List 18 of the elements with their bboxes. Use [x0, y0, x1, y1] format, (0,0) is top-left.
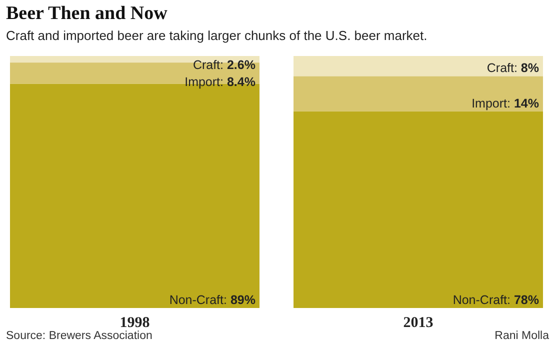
- data-label: 2.6%: [226, 58, 256, 72]
- data-label: 14%: [514, 96, 539, 110]
- text: Import:: [184, 75, 224, 89]
- text: Non-Craft:: [452, 293, 510, 307]
- series-label: Import:: [472, 96, 514, 110]
- series-label: Non-Craft:: [169, 293, 230, 307]
- data-label: 78%: [514, 293, 539, 307]
- x-tick-label: 2013: [403, 315, 434, 331]
- data-label: 89%: [230, 293, 256, 307]
- x-tick-label: 1998: [120, 315, 150, 331]
- chart-title: Beer Then and Now: [6, 3, 168, 24]
- data-label: 8%: [520, 61, 539, 76]
- chart-subtitle: Craft and imported beer are taking larger chunks of the U.S. beer market.: [6, 28, 428, 43]
- source-note: Source: Brewers Association: [6, 330, 152, 342]
- text: Rani Molla: [494, 330, 550, 342]
- data-label: 8.4%: [226, 75, 256, 89]
- series-label: Craft:: [486, 61, 521, 76]
- text: Craft:: [192, 58, 224, 72]
